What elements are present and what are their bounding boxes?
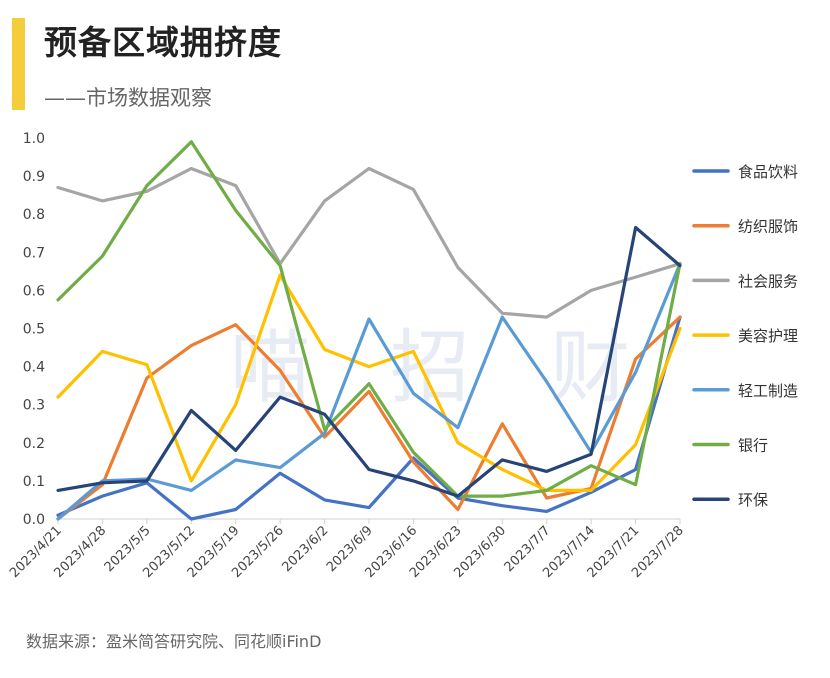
legend-label: 食品饮料 bbox=[738, 163, 798, 181]
watermark-char-1: 喵 bbox=[230, 321, 310, 414]
watermark: 喵 招 财 bbox=[230, 321, 630, 414]
x-axis: 2023/4/212023/4/282023/5/52023/5/122023/… bbox=[7, 518, 687, 581]
y-tick-label: 0.8 bbox=[23, 207, 45, 223]
y-tick-label: 0.6 bbox=[23, 283, 45, 299]
page-subtitle: ——市场数据观察 bbox=[44, 86, 212, 110]
y-tick-label: 0.1 bbox=[23, 474, 45, 490]
y-tick-label: 0.0 bbox=[23, 512, 45, 528]
y-tick-label: 0.5 bbox=[23, 322, 45, 338]
series-line-4 bbox=[56, 273, 682, 492]
y-axis: 0.0 0.1 0.2 0.3 0.4 0.5 0.6 0.7 0.8 0.9 1.0 bbox=[23, 131, 45, 528]
legend-label: 美容护理 bbox=[738, 327, 798, 345]
legend-label: 环保 bbox=[738, 491, 768, 509]
y-tick-label: 0.4 bbox=[23, 360, 45, 376]
y-tick-label: 1.0 bbox=[23, 131, 45, 147]
x-tick-label: 2023/6/2 bbox=[280, 523, 332, 575]
series-line-6 bbox=[56, 140, 682, 498]
series-line-1 bbox=[56, 315, 682, 521]
series-line-7 bbox=[56, 225, 682, 498]
series-line-5 bbox=[56, 262, 682, 521]
legend-label: 银行 bbox=[738, 437, 768, 455]
y-tick-label: 0.3 bbox=[23, 398, 45, 414]
watermark-char-3: 财 bbox=[550, 321, 630, 414]
y-tick-label: 0.7 bbox=[23, 245, 45, 261]
watermark-char-2: 招 bbox=[390, 321, 470, 414]
y-tick-label: 0.9 bbox=[23, 169, 45, 185]
legend-label: 轻工制造 bbox=[738, 382, 798, 400]
y-tick-label: 0.2 bbox=[23, 436, 45, 452]
series-lines bbox=[56, 140, 682, 521]
data-source-note: 数据来源：盈米简答研究院、同花顺iFinD bbox=[26, 632, 322, 651]
legend-label: 社会服务 bbox=[738, 272, 798, 290]
series-line-3 bbox=[56, 166, 682, 319]
legend-label: 纺织服饰 bbox=[738, 218, 798, 236]
title-accent-bar bbox=[12, 18, 25, 110]
page-title: 预备区域拥挤度 bbox=[44, 23, 282, 62]
